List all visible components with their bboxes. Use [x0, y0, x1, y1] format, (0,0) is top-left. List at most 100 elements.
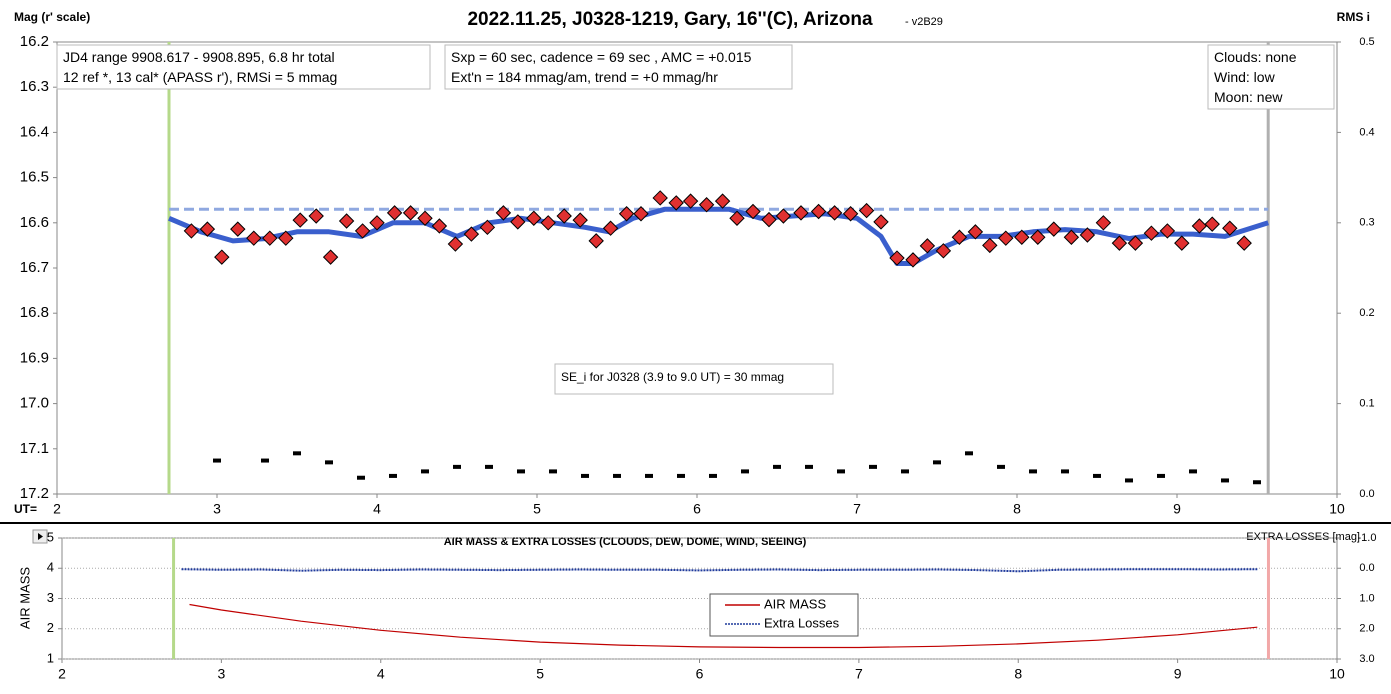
data-point [967, 224, 984, 240]
y-tick-label: 16.5 [20, 169, 49, 186]
annotation-text: Clouds: none [1214, 49, 1297, 65]
x-tick-label: 5 [536, 666, 544, 682]
rms-point [1029, 469, 1037, 474]
y-tick-label: 16.3 [20, 78, 49, 95]
rms-point [581, 473, 589, 478]
y2-tick-label: 2.0 [1359, 623, 1374, 635]
y-axis-label: AIR MASS [17, 567, 32, 629]
rms-point [1253, 480, 1261, 485]
data-point [322, 249, 339, 265]
data-point [1095, 215, 1112, 231]
data-point [1174, 235, 1190, 251]
data-point [479, 219, 496, 236]
data-point [793, 205, 809, 221]
rms-point [645, 473, 653, 478]
rms-point [421, 469, 429, 474]
data-point [889, 250, 905, 266]
y2-tick-label: 1.0 [1359, 592, 1374, 604]
data-point [1143, 225, 1160, 241]
x-tick-label: 10 [1329, 666, 1345, 682]
data-point [526, 210, 542, 226]
annotation-box [444, 44, 793, 90]
rms-point [261, 458, 269, 463]
data-point [1204, 216, 1220, 232]
rms-point [1221, 478, 1229, 483]
series-line [181, 568, 1258, 573]
data-point [1127, 235, 1144, 251]
data-point [278, 230, 294, 246]
rms-point [773, 464, 781, 469]
data-point [1030, 229, 1046, 245]
x-tick-label: 2 [58, 666, 66, 682]
legend-box [709, 593, 859, 637]
y-tick-label: 17.2 [20, 485, 49, 502]
data-point [338, 213, 355, 229]
y2-tick-label: 3.0 [1359, 653, 1374, 665]
data-point [463, 226, 480, 242]
data-point [982, 237, 998, 254]
data-point [1222, 220, 1238, 236]
data-point [1236, 235, 1252, 251]
annotation-text: Moon: new [1214, 89, 1283, 105]
rms-point [1125, 478, 1133, 483]
rms-point [293, 451, 301, 456]
x-tick-label: 6 [693, 501, 701, 517]
data-point [183, 223, 200, 239]
data-point [682, 193, 699, 209]
x-tick-label: 10 [1329, 501, 1345, 517]
annotation-text: Wind: low [1214, 69, 1276, 85]
annotation-text: Ext'n = 184 mmag/am, trend = +0 mmag/hr [451, 69, 718, 85]
data-point [873, 214, 889, 230]
data-point [602, 220, 619, 236]
rms-point [389, 473, 397, 478]
data-point [951, 229, 968, 245]
y2-tick-label: 0.4 [1359, 126, 1374, 138]
y-tick-label: 1 [47, 650, 54, 665]
data-point [402, 205, 419, 221]
y-tick-label: 3 [47, 590, 54, 605]
y2-tick-label: 0.3 [1359, 217, 1374, 229]
x-tick-label: 3 [217, 666, 225, 682]
y-tick-label: 17.1 [20, 440, 49, 457]
rms-point [965, 451, 973, 456]
data-point [858, 202, 875, 219]
rms-point [805, 464, 813, 469]
y-tick-label: 16.8 [20, 304, 49, 321]
data-point [1111, 235, 1128, 251]
rms-point [1157, 473, 1165, 478]
annotation-text: JD4 range 9908.617 - 9908.895, 6.8 hr to… [63, 49, 335, 65]
annotation-box [1207, 44, 1335, 110]
rms-point [1061, 469, 1069, 474]
data-point [230, 221, 246, 237]
data-point [292, 212, 308, 228]
y-tick-label: 16.4 [20, 123, 49, 140]
data-point [729, 210, 745, 226]
data-point [495, 205, 512, 221]
rms-point [613, 473, 621, 478]
rms-point [997, 464, 1005, 469]
x-tick-label: 9 [1173, 501, 1181, 517]
rms-point [485, 464, 493, 469]
rms-point [549, 469, 557, 474]
y2-tick-label: 0.1 [1359, 398, 1374, 410]
annotation-text: SE_i for J0328 (3.9 to 9.0 UT) = 30 mmag [561, 370, 784, 384]
rms-point [1093, 473, 1101, 478]
data-point [935, 243, 952, 259]
data-point [919, 238, 936, 254]
data-point [308, 208, 324, 224]
data-point [761, 211, 777, 228]
rms-point [357, 475, 365, 480]
chart-subtitle: - v2B29 [905, 16, 943, 28]
rms-point [677, 473, 685, 478]
annotation-text: Sxp = 60 sec, cadence = 69 sec , AMC = +… [451, 49, 752, 65]
data-point [1063, 229, 1080, 245]
rms-point [933, 460, 941, 465]
data-point [810, 203, 827, 220]
data-point [431, 218, 448, 234]
data-point [262, 230, 278, 246]
data-point [572, 212, 588, 228]
rms-point [741, 469, 749, 474]
data-point [1046, 221, 1062, 237]
rms-point [901, 469, 909, 474]
